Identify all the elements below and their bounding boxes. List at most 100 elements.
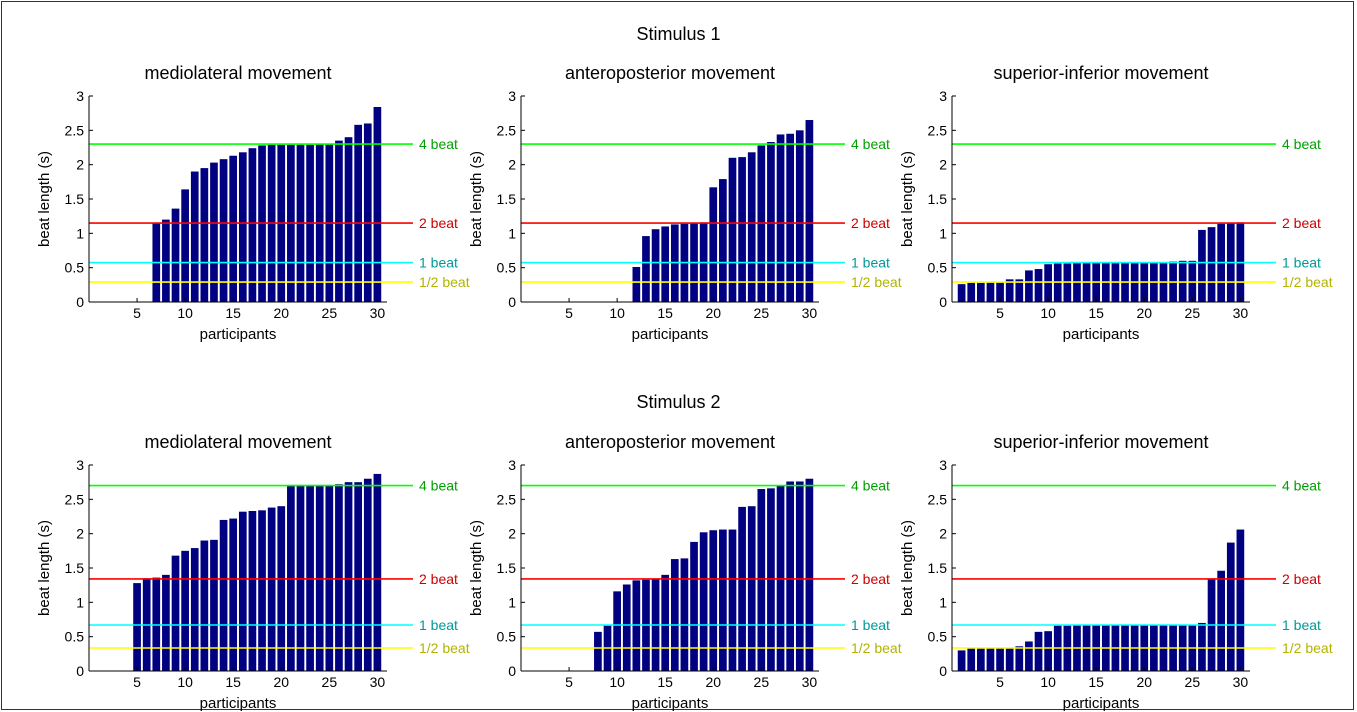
p2-3-xtick-label-15: 15 [1088,674,1104,690]
p1-1-ytick-label-2: 2 [76,157,84,173]
p1-3-ylabel: beat length (s) [899,151,916,247]
p1-1-bar-13 [210,162,218,302]
p2-1-bar-28 [354,482,363,671]
p2-2-bar-10 [613,591,621,671]
p2-3-bar-4 [986,648,995,671]
p2-1-ylabel: beat length (s) [36,520,53,616]
p1-1-ref-label-2: 2 beat [419,215,458,231]
p1-3-ytick-label-1: 1 [939,225,947,241]
p2-2-xtick-label-30: 30 [802,674,818,690]
p1-1-ref-label-0: 1/2 beat [419,274,470,290]
p2-1-ytick-label-2: 2 [76,526,84,542]
p2-3-bar-1 [957,650,966,671]
p2-1-ytick-label-3: 3 [76,457,84,473]
p1-3-xtick-label-25: 25 [1185,305,1201,321]
p1-2-ytick-label-2: 2 [508,157,516,173]
p2-3-ytick-label-1.5: 1.5 [928,560,948,576]
p1-2-bar-28 [786,133,795,302]
p2-1-ref-label-0: 1/2 beat [419,640,470,656]
p1-2-bar-21 [719,179,727,302]
p2-1-xtick-label-20: 20 [273,674,289,690]
p1-2-xlabel: participants [632,326,709,343]
p2-1-bar-11 [190,548,199,671]
p1-2-ref-label-2: 2 beat [851,215,890,231]
p2-2-xtick-label-10: 10 [609,674,625,690]
p2-1-ytick-label-0: 0 [76,663,84,679]
p1-1-ytick-label-1: 1 [76,225,84,241]
p2-1-ytick-label-1: 1 [76,594,84,610]
p1-2-xtick-label-5: 5 [565,305,573,321]
p2-1-bar-16 [238,511,247,671]
p1-1-bar-14 [219,159,228,302]
p2-1-bar-9 [171,555,180,671]
p2-2-ytick-label-0.5: 0.5 [497,629,517,645]
p2-2-bar-16 [670,559,679,671]
p1-3-xtick-label-10: 10 [1040,305,1056,321]
p1-2-bar-22 [728,157,737,302]
p1-3-bar-6 [1005,279,1014,302]
p1-3-ytick-label-2: 2 [939,157,947,173]
p1-2-bar-27 [776,134,785,302]
p2-1-bar-18 [258,510,266,671]
p1-1-bar-12 [200,168,209,302]
p2-3-bar-8 [1025,641,1033,671]
p1-1-ytick-label-3: 3 [76,88,84,104]
p2-3-title: superior-inferior movement [993,432,1208,452]
p1-3-bar-10 [1044,264,1052,302]
p1-1-bar-28 [354,124,363,302]
p1-3-bar-9 [1034,269,1043,302]
p1-3-bar-8 [1025,270,1033,302]
p2-1-xtick-label-5: 5 [133,674,141,690]
p2-1-title: mediolateral movement [144,432,331,452]
p2-1-ytick-label-1.5: 1.5 [65,560,85,576]
p2-2-bar-20 [709,530,718,671]
p2-2-bar-29 [795,481,804,671]
p1-1-title: mediolateral movement [144,63,331,83]
p1-2-xtick-label-10: 10 [609,305,625,321]
p2-3-ytick-label-0: 0 [939,663,947,679]
p2-3-ytick-label-2.5: 2.5 [928,491,948,507]
p2-1-bar-22 [296,484,305,671]
p2-1-xtick-label-25: 25 [322,674,338,690]
p2-2-bar-30 [805,478,814,671]
p1-2-bar-29 [795,130,804,302]
p1-3-ytick-label-3: 3 [939,88,947,104]
p2-1-bar-27 [344,482,353,671]
p1-1-xtick-label-30: 30 [370,305,386,321]
p2-1-bar-20 [277,506,286,671]
p2-2-bar-18 [690,541,698,671]
p1-1-xtick-label-5: 5 [133,305,141,321]
p2-2-bar-24 [747,506,756,671]
p2-1-ytick-label-2.5: 2.5 [65,491,85,507]
p1-3-ytick-label-2.5: 2.5 [928,122,948,138]
p1-2-ylabel: beat length (s) [468,151,485,247]
p1-2-xtick-label-15: 15 [657,305,673,321]
p2-2-bar-25 [757,489,766,671]
p2-2-ref-label-3: 4 beat [851,478,890,494]
p2-1-bar-29 [363,478,372,671]
p2-3-bar-26 [1198,622,1206,671]
p2-2-ytick-label-2: 2 [508,526,516,542]
p2-2-ytick-label-3: 3 [508,457,516,473]
p2-1-bar-26 [335,484,343,671]
p1-2-bar-23 [738,157,746,302]
p1-2-ytick-label-1: 1 [508,225,516,241]
p2-1-bar-19 [267,507,276,671]
p2-3-bar-3 [976,648,985,671]
p2-3-bar-28 [1217,570,1226,671]
p2-1-bar-25 [325,484,334,671]
p2-1-ref-label-3: 4 beat [419,478,458,494]
p1-2-xtick-label-25: 25 [754,305,770,321]
p2-3-bar-7 [1015,646,1024,671]
p2-2-bar-21 [719,529,727,671]
p1-1-ref-label-3: 4 beat [419,136,458,152]
p2-2-ytick-label-1: 1 [508,594,516,610]
p1-1-ytick-label-2.5: 2.5 [65,122,85,138]
p1-1-bar-15 [229,155,238,302]
p1-2-ytick-label-1.5: 1.5 [497,191,517,207]
p1-1-ytick-label-1.5: 1.5 [65,191,85,207]
p2-2-ytick-label-1.5: 1.5 [497,560,517,576]
p2-1-bar-10 [181,550,189,671]
p2-2-bar-15 [661,574,670,671]
p1-2-xtick-label-20: 20 [705,305,721,321]
